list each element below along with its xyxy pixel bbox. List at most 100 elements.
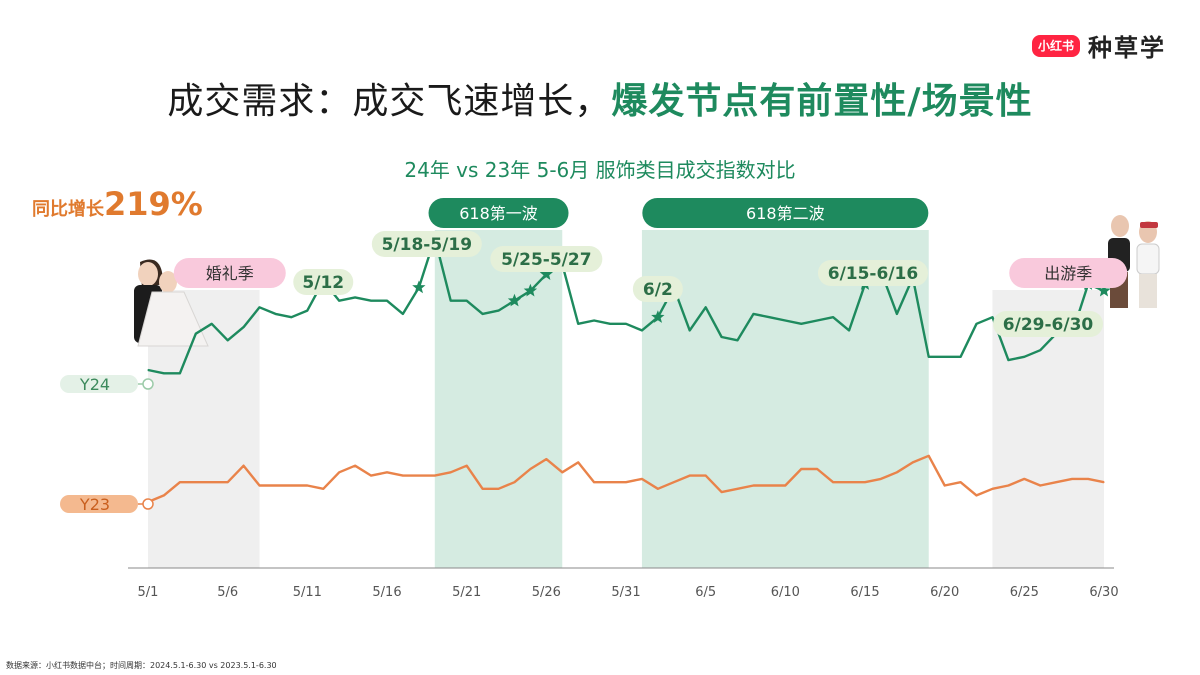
data-point-y23 <box>561 471 563 473</box>
annotation-pill-3-text: 5/25-5/27 <box>501 250 591 270</box>
annotation-pill-4-text: 6/2 <box>643 280 673 300</box>
data-point-y23 <box>227 481 229 483</box>
annotation-pill-5-text: 6/15-6/16 <box>828 264 918 284</box>
data-point-y23 <box>290 484 292 487</box>
bands-layer <box>148 230 1104 568</box>
data-point-y23 <box>864 481 866 483</box>
data-point-y24 <box>816 319 818 322</box>
data-point-y24 <box>243 326 245 328</box>
data-point-y24 <box>705 306 707 308</box>
title-part-2-highlight: 爆发节点有前置性/场景性 <box>611 81 1033 122</box>
x-tick-label: 6/10 <box>771 585 800 600</box>
data-point-y23 <box>960 481 962 483</box>
legend-marker <box>142 378 154 390</box>
illustrations <box>134 215 1160 347</box>
data-point-y23 <box>482 488 484 490</box>
series-line-y24 <box>147 236 1105 375</box>
data-point-y24 <box>338 300 340 302</box>
data-point-y24 <box>975 323 978 325</box>
data-point-y24 <box>1023 356 1025 358</box>
band-label-3-text: 618第二波 <box>746 204 825 223</box>
data-point-y24 <box>832 316 834 318</box>
wedding-couple-illustration <box>134 259 209 347</box>
data-point-y24 <box>354 296 356 298</box>
data-point-y24 <box>641 329 643 331</box>
growth-value: 219% <box>104 185 203 223</box>
data-point-y23 <box>816 468 818 470</box>
data-point-y23 <box>800 468 802 470</box>
data-point-y24 <box>290 316 292 318</box>
peak-star-icon <box>523 283 538 297</box>
data-point-y23 <box>593 481 595 483</box>
data-point-y24 <box>689 329 691 331</box>
data-point-y24 <box>848 329 850 331</box>
data-point-y24 <box>593 319 595 322</box>
data-point-y24 <box>896 313 898 315</box>
title-part-1: 成交需求：成交飞速增长， <box>167 81 612 122</box>
annotation-pill-2-bg <box>371 231 482 257</box>
data-point-y23 <box>1087 478 1089 480</box>
data-point-y23 <box>386 471 388 473</box>
band-3 <box>641 230 929 568</box>
data-point-y24 <box>211 323 213 325</box>
peak-star-icon <box>507 293 522 307</box>
brand-name: 种草学 <box>1088 34 1166 62</box>
growth-label: 同比增长 <box>32 199 104 220</box>
band-label-4: 出游季 <box>1009 258 1128 288</box>
data-point-y24 <box>944 356 946 358</box>
data-point-y23 <box>354 465 356 467</box>
data-point-y24 <box>195 333 197 335</box>
annotation-pill-5-bg <box>817 260 928 286</box>
data-point-y24 <box>306 310 308 312</box>
data-point-y23 <box>896 471 898 473</box>
band-label-1-text: 婚礼季 <box>206 264 254 283</box>
annotation-pill-1: 5/12 <box>293 269 354 295</box>
series-line-y23 <box>147 454 1105 504</box>
annotation-pill-3-bg <box>490 246 603 272</box>
annotation-pill-1-bg <box>293 269 354 295</box>
data-point-y23 <box>529 468 532 470</box>
data-point-y24 <box>179 372 181 374</box>
legend-pill <box>60 495 138 513</box>
data-point-y23 <box>163 494 165 496</box>
bride-head <box>159 271 177 293</box>
data-point-y23 <box>258 484 261 487</box>
traveler2-hat <box>1140 222 1158 228</box>
travelers-illustration <box>1108 215 1160 308</box>
data-point-y24 <box>402 313 404 315</box>
legend-label: Y23 <box>79 495 110 514</box>
peak-star-icon <box>412 280 426 294</box>
data-point-y23 <box>243 465 245 467</box>
data-point-y23 <box>466 465 468 467</box>
x-tick-label: 5/21 <box>452 585 481 600</box>
peak-star-icon <box>539 267 553 280</box>
data-point-y24 <box>1007 359 1010 361</box>
data-point-y24 <box>736 339 739 341</box>
data-point-y24 <box>386 300 388 302</box>
data-point-y24 <box>577 323 579 325</box>
brand: 小红书 种草学 <box>1031 28 1166 63</box>
data-point-y23 <box>1071 478 1073 480</box>
band-label-4-bg <box>1009 258 1128 288</box>
data-point-y23 <box>338 471 340 473</box>
x-tick-label: 5/6 <box>217 585 238 600</box>
data-point-y24 <box>466 300 468 302</box>
data-point-y23 <box>944 484 946 487</box>
x-tick-label: 5/1 <box>138 585 159 600</box>
legend-pill <box>60 375 138 393</box>
data-point-y24 <box>991 316 994 318</box>
x-tick-label: 5/26 <box>532 585 561 600</box>
data-point-y24 <box>625 323 627 325</box>
data-point-y23 <box>1023 478 1025 480</box>
data-point-y23 <box>434 475 436 477</box>
data-point-y23 <box>689 475 691 477</box>
band-label-3-bg <box>642 198 929 228</box>
legend-label: Y24 <box>79 375 110 394</box>
x-tick-label: 6/5 <box>695 585 716 600</box>
band-label-3: 618第二波 <box>642 198 929 228</box>
data-point-y23 <box>928 455 930 457</box>
annotation-pill-6-text: 6/29-6/30 <box>1003 315 1094 335</box>
data-point-y23 <box>673 481 675 483</box>
data-point-y23 <box>721 491 723 493</box>
